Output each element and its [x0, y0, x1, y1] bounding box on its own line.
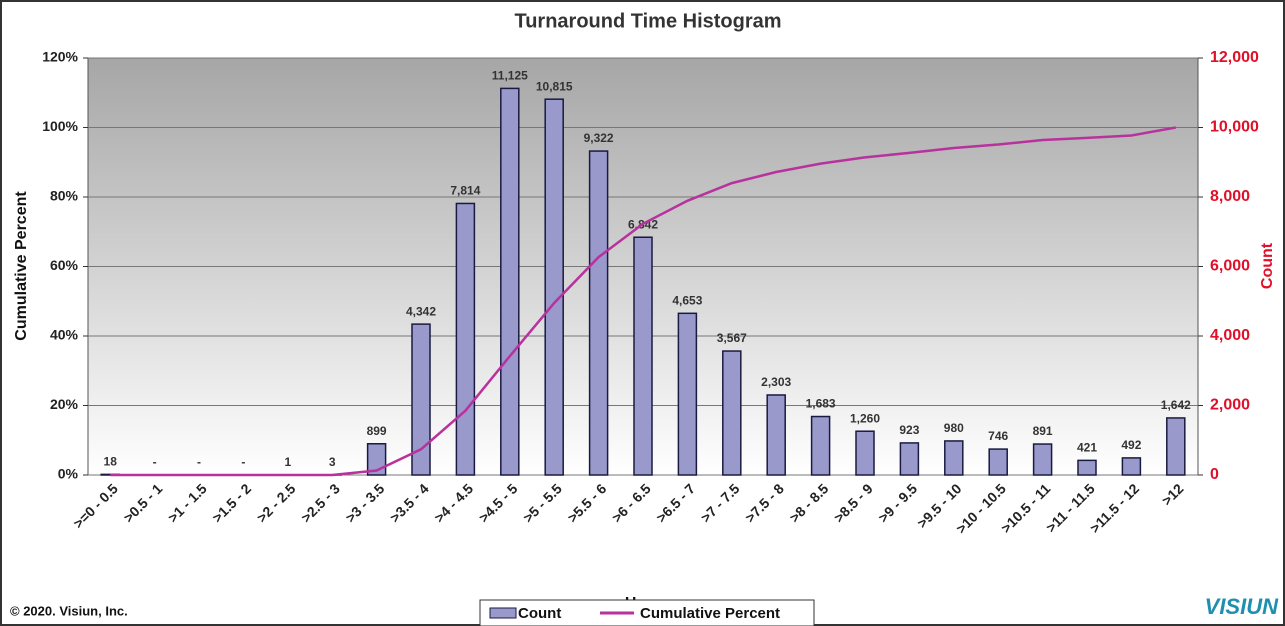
data-label: 2,303 [761, 375, 791, 389]
chart-title: Turnaround Time Histogram [514, 10, 781, 32]
data-label: 899 [367, 424, 387, 438]
data-label: 923 [899, 423, 919, 437]
data-label: - [153, 455, 157, 469]
y-tick-label: 80% [50, 188, 79, 204]
y-tick-label: 120% [42, 49, 78, 65]
logo: VISIUN [1205, 594, 1279, 619]
data-label: 3,567 [717, 331, 747, 345]
y2-tick-label: 12,000 [1210, 49, 1259, 66]
legend-label: Count [518, 605, 561, 622]
y2-tick-label: 6,000 [1210, 258, 1250, 275]
bar [722, 350, 742, 476]
data-label: 9,322 [584, 131, 614, 145]
line [110, 126, 1177, 477]
data-label: 7,814 [450, 184, 480, 198]
data-label: 4,342 [406, 304, 436, 318]
bar [810, 415, 831, 476]
bar [944, 440, 964, 476]
source-note: © 2020. Visiun, Inc. [10, 603, 128, 618]
legend-swatch [489, 607, 517, 619]
data-label: 891 [1033, 424, 1053, 438]
bar [855, 430, 875, 476]
legend-box [479, 599, 815, 626]
y2-tick-label: 4,000 [1210, 327, 1250, 344]
y2-axis-label: Count [1259, 242, 1276, 289]
bar [544, 98, 564, 476]
bar [588, 150, 609, 476]
bar [455, 202, 476, 476]
bar [1121, 457, 1142, 476]
bar [1032, 443, 1053, 476]
y2-tick-label: 0 [1210, 466, 1219, 483]
data-label: 746 [988, 429, 1008, 443]
data-label: 980 [944, 421, 964, 435]
data-label: 4,653 [672, 293, 702, 307]
bar [1077, 459, 1097, 476]
data-label: 1,260 [850, 411, 880, 425]
bar [633, 236, 653, 476]
data-label: 492 [1121, 438, 1141, 452]
data-label: 1,642 [1161, 398, 1191, 412]
y2-tick-label: 2,000 [1210, 397, 1250, 414]
data-label: 10,815 [536, 79, 573, 93]
y-axis-label: Cumulative Percent [13, 191, 30, 341]
data-label: - [241, 455, 245, 469]
y-tick-label: 0% [58, 466, 79, 482]
data-label: 421 [1077, 441, 1097, 455]
data-label: 1 [284, 455, 291, 469]
bar [500, 87, 520, 476]
bar [766, 394, 786, 476]
y2-tick-label: 8,000 [1210, 188, 1250, 205]
bar [677, 312, 698, 476]
data-label: 18 [104, 455, 118, 469]
bar [1166, 417, 1186, 476]
data-label: 3 [329, 455, 336, 469]
y-tick-label: 100% [42, 118, 78, 134]
y2-tick-label: 10,000 [1210, 119, 1259, 136]
bar [988, 448, 1008, 476]
legend-label: Cumulative Percent [640, 605, 780, 622]
data-label: 1,683 [806, 397, 836, 411]
bar [411, 323, 431, 476]
data-label: 11,125 [492, 69, 528, 83]
y-tick-label: 60% [50, 257, 79, 273]
bar [899, 442, 920, 476]
y-tick-label: 20% [50, 396, 79, 412]
y-tick-label: 40% [50, 327, 79, 343]
data-label: - [197, 455, 201, 469]
